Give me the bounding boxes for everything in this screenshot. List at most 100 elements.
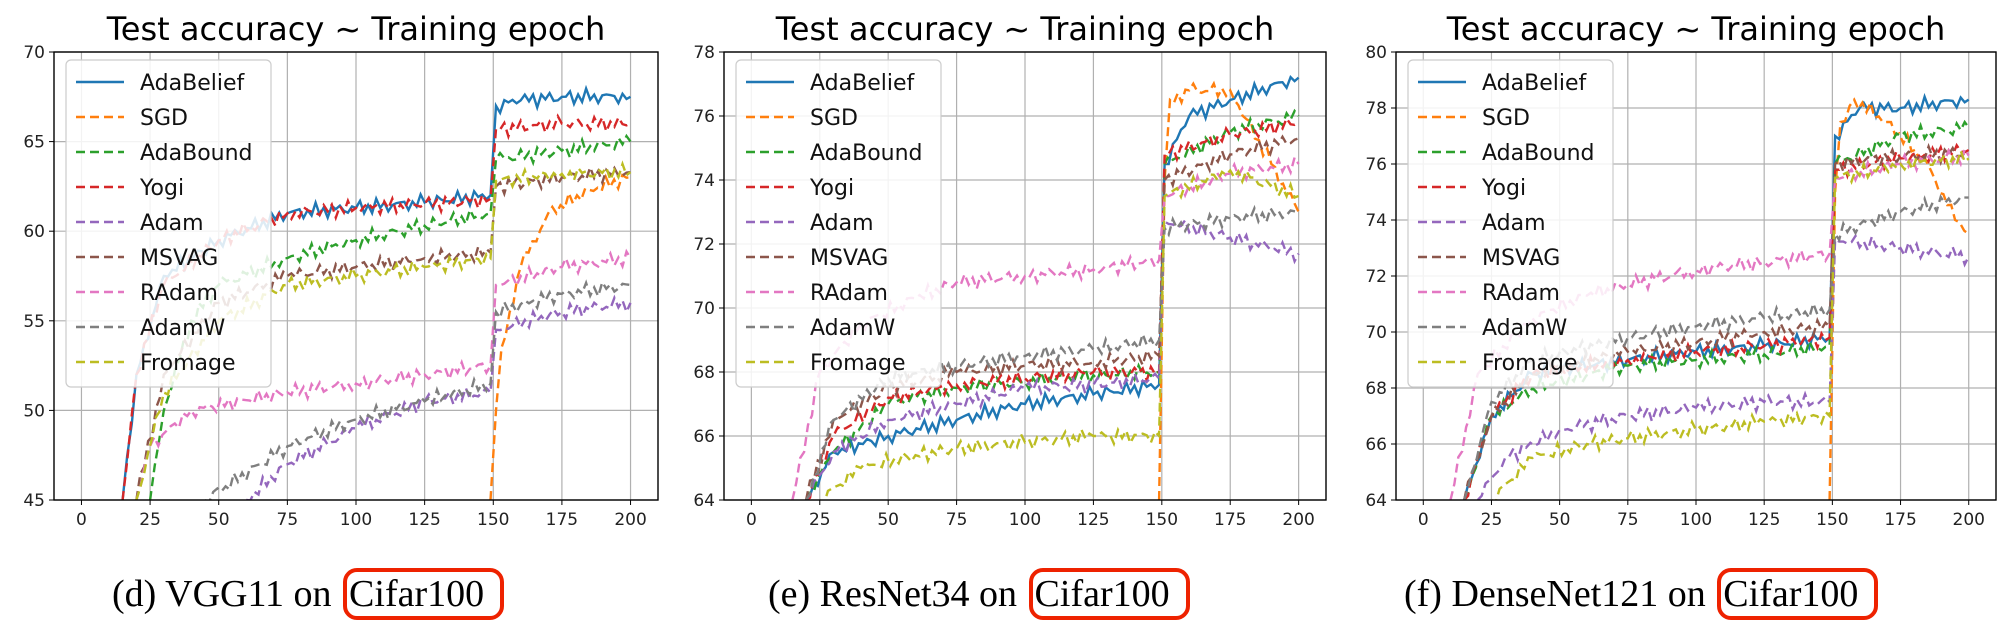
legend-label-fromage: Fromage [1482,351,1578,376]
x-tick-label: 25 [809,510,831,530]
legend-label-adamw: AdamW [810,316,896,341]
legend-label-radam: RAdam [810,281,888,306]
series-line-adabound [148,133,632,500]
x-tick-label: 50 [877,510,899,530]
x-tick-label: 100 [1009,510,1041,530]
y-tick-label: 78 [1365,99,1387,119]
x-tick-label: 50 [208,510,230,530]
series-line-msvag [804,134,1299,500]
series-line-adamw [205,279,631,500]
x-tick-label: 150 [1146,510,1178,530]
y-tick-label: 64 [1365,491,1387,511]
legend-label-yogi: Yogi [1481,176,1526,201]
caption-d-prefix: (d) VGG11 on [112,573,332,615]
legend-label-yogi: Yogi [139,176,184,201]
caption-e-prefix: (e) ResNet34 on [768,573,1018,615]
x-tick-label: 75 [277,510,299,530]
x-tick-label: 100 [1680,510,1712,530]
legend-label-msvag: MSVAG [140,246,218,271]
y-tick-label: 76 [1365,155,1387,175]
y-tick-label: 50 [23,401,45,421]
y-tick-label: 74 [1365,211,1387,231]
caption-e: (e) ResNet34 on Cifar100 [768,568,1190,620]
x-tick-label: 75 [1617,510,1639,530]
legend-label-adamw: AdamW [1482,316,1568,341]
series-line-adabelief [805,75,1300,500]
x-tick-label: 200 [614,510,646,530]
caption-d: (d) VGG11 on Cifar100 [112,568,505,620]
x-tick-label: 125 [1077,510,1109,530]
x-tick-label: 25 [139,510,161,530]
chart-title: Test accuracy ~ Training epoch [1446,10,1946,48]
chart-title: Test accuracy ~ Training epoch [106,10,606,48]
x-tick-label: 0 [1418,510,1429,530]
legend-label-radam: RAdam [140,281,218,306]
x-tick-label: 150 [477,510,509,530]
chart-title: Test accuracy ~ Training epoch [775,10,1275,48]
x-tick-label: 200 [1953,510,1985,530]
x-tick-label: 150 [1816,510,1848,530]
series-line-yogi [805,115,1300,500]
y-tick-label: 70 [1365,323,1387,343]
legend-label-adam: Adam [1482,211,1546,236]
series-line-fromage [819,168,1300,500]
x-tick-label: 75 [946,510,968,530]
legend-label-adamw: AdamW [140,316,226,341]
x-tick-label: 200 [1282,510,1314,530]
y-tick-label: 60 [23,222,45,242]
series-line-adam [246,294,632,500]
series-line-msvag [1463,142,1969,500]
legend-label-adabelief: AdaBelief [140,71,245,96]
chart-e: 0 25 50 75 100 125 150 175 200 64 66 68 70 72 74 76 78 Te… [693,10,1327,530]
y-tick-label: 66 [1365,435,1387,455]
x-tick-label: 0 [746,510,757,530]
caption-f-highlight: Cifar100 [1717,568,1879,620]
series-line-adabound [805,108,1300,500]
y-tick-label: 76 [693,107,715,127]
y-tick-label: 80 [1365,43,1387,63]
y-tick-label: 68 [1365,379,1387,399]
series-line-sgd [489,173,631,500]
legend-label-fromage: Fromage [810,351,906,376]
x-tick-label: 125 [408,510,440,530]
series-line-sgd [1157,80,1300,500]
legend-label-adam: Adam [810,211,874,236]
series-line-radam [135,248,632,500]
caption-e-highlight: Cifar100 [1028,568,1190,620]
y-tick-label: 70 [693,299,715,319]
y-tick-label: 72 [1365,267,1387,287]
legend-box [65,59,272,388]
legend: AdaBelief SGD AdaBound Yogi Adam MSVAG RAdam Ad… [65,59,272,388]
x-tick-label: 175 [546,510,578,530]
chart-d: 0 25 50 75 100 125 150 175 200 45 50 55 60 65 70 Test a… [23,10,659,530]
legend-label-adam: Adam [140,211,204,236]
y-tick-label: 72 [693,235,715,255]
y-tick-label: 45 [23,491,45,511]
chart-f: 0 25 50 75 100 125 150 175 200 64 66 68 70 72 74 76 78 80… [1365,10,1997,530]
legend-label-adabelief: AdaBelief [1482,71,1587,96]
y-tick-label: 65 [23,133,45,153]
series-line-adam [1476,232,1970,500]
series-line-msvag [135,163,631,500]
x-tick-label: 50 [1549,510,1571,530]
x-tick-label: 25 [1481,510,1503,530]
legend: AdaBelief SGD AdaBound Yogi Adam MSVAG RAdam Ad… [1407,59,1614,388]
y-tick-label: 64 [693,491,715,511]
y-tick-label: 70 [23,43,45,63]
legend-box [1407,59,1614,388]
legend-label-msvag: MSVAG [810,246,888,271]
legend-box [735,59,942,388]
caption-d-highlight: Cifar100 [343,568,505,620]
legend-label-sgd: SGD [1482,106,1530,131]
legend-label-adabelief: AdaBelief [810,71,915,96]
caption-f-prefix: (f) DenseNet121 on [1404,573,1706,615]
legend-label-sgd: SGD [810,106,858,131]
y-tick-label: 68 [693,363,715,383]
caption-f: (f) DenseNet121 on Cifar100 [1404,568,1879,620]
legend-label-sgd: SGD [140,106,188,131]
y-tick-label: 74 [693,171,715,191]
series-line-adam [805,217,1300,500]
legend-label-msvag: MSVAG [1482,246,1560,271]
legend-label-radam: RAdam [1482,281,1560,306]
